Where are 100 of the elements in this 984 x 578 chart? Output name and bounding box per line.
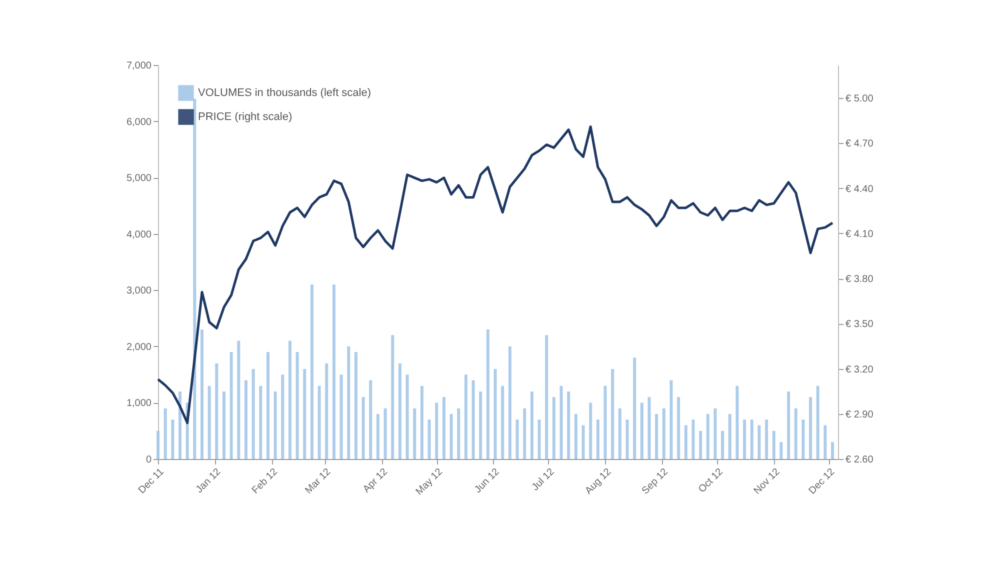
bar xyxy=(640,402,644,459)
bar xyxy=(442,397,446,459)
bar xyxy=(406,374,409,459)
bar xyxy=(560,386,563,459)
x-tick-label: Oct 12 xyxy=(696,466,726,496)
bar xyxy=(604,386,607,459)
bar xyxy=(222,391,226,459)
bar xyxy=(325,363,328,459)
y-tick-label: 1,000 xyxy=(126,398,152,410)
x-tick-label: Apr 12 xyxy=(361,466,390,496)
bar xyxy=(787,391,790,459)
bar xyxy=(552,397,556,459)
bar xyxy=(391,335,394,459)
bar xyxy=(596,420,600,459)
legend-label: PRICE (right scale) xyxy=(198,111,292,123)
bar xyxy=(494,368,497,459)
bar xyxy=(486,330,490,459)
bar xyxy=(340,374,343,459)
bar xyxy=(252,368,255,459)
bar xyxy=(450,414,453,459)
bar xyxy=(164,408,167,459)
x-tick-label: Nov 12 xyxy=(752,466,782,497)
bar xyxy=(831,442,834,459)
bar xyxy=(508,346,512,459)
y-tick-label: 4,000 xyxy=(126,229,152,240)
bar xyxy=(626,420,629,459)
bar xyxy=(200,330,204,459)
bar xyxy=(376,414,380,459)
bar xyxy=(523,408,526,459)
x-tick-label: Mar 12 xyxy=(303,466,334,496)
bar xyxy=(171,420,174,459)
bar xyxy=(750,420,754,459)
bar xyxy=(384,408,387,459)
y-tick-label: 5,000 xyxy=(126,173,152,184)
bar xyxy=(230,352,233,459)
bar xyxy=(802,420,805,459)
bar xyxy=(354,352,358,459)
x-tick-label: Jun 12 xyxy=(472,466,502,496)
y-tick-label: 7,000 xyxy=(126,60,152,72)
x-tick-label: Feb 12 xyxy=(250,466,280,496)
bar xyxy=(736,386,739,459)
y2-tick-label: € 5.00 xyxy=(846,94,874,105)
line-series xyxy=(156,125,834,424)
x-tick-label: May 12 xyxy=(414,466,446,498)
bar xyxy=(501,386,504,459)
y2-tick-label: € 3.80 xyxy=(846,274,874,286)
bar xyxy=(618,408,622,459)
bar xyxy=(479,391,482,459)
y2-tick-label: € 3.20 xyxy=(846,364,874,376)
y2-tick-label: € 4.10 xyxy=(846,228,874,240)
bar xyxy=(670,380,673,459)
x-tick-label: Jul 12 xyxy=(530,466,557,494)
bar xyxy=(758,425,761,459)
x-tick-label: Jan 12 xyxy=(194,466,224,496)
bar xyxy=(545,335,548,459)
bar xyxy=(772,430,776,459)
bar xyxy=(464,374,468,459)
bar xyxy=(435,402,438,459)
bar xyxy=(274,391,277,459)
bar xyxy=(259,386,262,459)
bar xyxy=(824,425,827,459)
bar xyxy=(714,408,717,459)
y-tick-label: 2,000 xyxy=(126,342,152,353)
x-tick-label: Dec 12 xyxy=(806,466,838,497)
bar xyxy=(699,430,702,459)
bar xyxy=(765,420,768,459)
y2-tick-label: € 4.70 xyxy=(846,138,874,150)
bar xyxy=(780,442,783,459)
y-tick-label: 0 xyxy=(146,454,152,466)
bar xyxy=(347,346,350,459)
y2-tick-label: € 2.60 xyxy=(846,454,874,466)
bar xyxy=(288,340,292,459)
bar xyxy=(721,430,724,459)
bar xyxy=(156,430,160,459)
y2-tick-label: € 3.50 xyxy=(846,319,874,330)
bar xyxy=(684,425,688,459)
bar xyxy=(332,284,336,459)
bar xyxy=(582,425,585,459)
bar xyxy=(516,420,519,459)
x-tick-label: Aug 12 xyxy=(583,466,614,497)
bar xyxy=(215,363,218,459)
x-tick-label: Dec 11 xyxy=(136,466,167,496)
bar xyxy=(178,391,182,459)
y-tick-label: 6,000 xyxy=(126,116,152,128)
bar xyxy=(538,420,541,459)
bar xyxy=(809,397,812,459)
bar xyxy=(574,414,578,459)
bar xyxy=(728,414,732,459)
bar xyxy=(310,284,314,459)
bar xyxy=(457,408,460,459)
bar xyxy=(472,380,475,459)
bar xyxy=(706,414,710,459)
bar xyxy=(662,408,666,459)
bar xyxy=(244,380,248,459)
x-tick-label: Sep 12 xyxy=(640,466,671,497)
bar xyxy=(589,402,592,459)
y-tick-label: 3,000 xyxy=(126,286,152,297)
bar xyxy=(816,386,820,459)
bar xyxy=(369,380,372,459)
bar xyxy=(318,386,321,459)
